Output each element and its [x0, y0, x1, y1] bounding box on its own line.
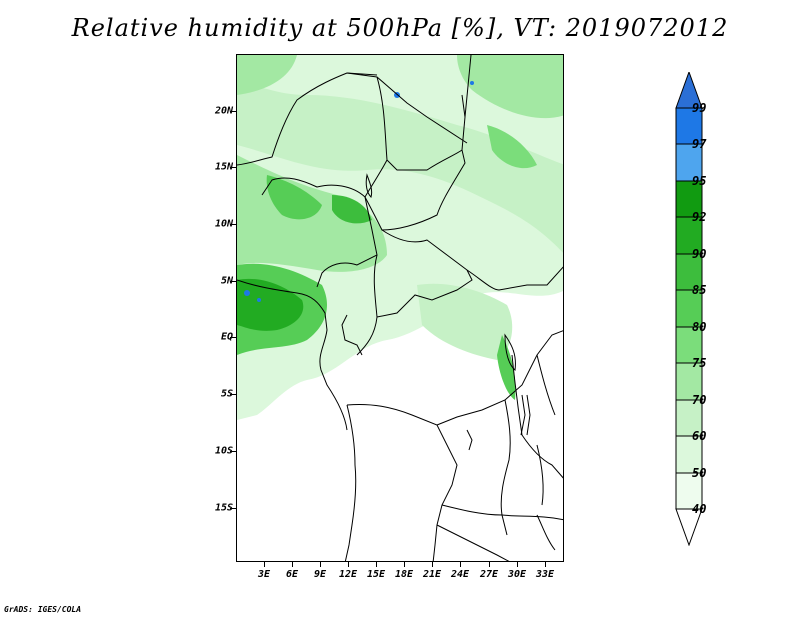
- colorbar-label-75: 75: [692, 356, 707, 370]
- lat-tick: [230, 224, 236, 225]
- lat-label-5n: 5N: [220, 275, 233, 287]
- lon-label-12e: 12E: [338, 569, 358, 580]
- colorbar-label-90: 90: [692, 247, 707, 261]
- lat-tick: [230, 281, 236, 282]
- lat-tick: [230, 167, 236, 168]
- colorbar-segment-60-70: [675, 399, 703, 437]
- lat-label-15n: 15N: [214, 161, 233, 173]
- colorbar-segment-95-97: [675, 143, 703, 182]
- colorbar-bottom-arrow: [675, 508, 703, 546]
- colorbar-label-85: 85: [692, 283, 707, 297]
- colorbar-segment-40-50: [675, 472, 703, 510]
- colorbar-segment-92-95: [675, 180, 703, 218]
- lakes: [365, 173, 544, 506]
- colorbar-label-50: 50: [692, 466, 707, 480]
- credit-text: GrADS: IGES/COLA: [4, 605, 82, 614]
- lon-label-21e: 21E: [422, 569, 442, 580]
- lon-label-15e: 15E: [366, 569, 386, 580]
- colorbar-label-60: 60: [692, 429, 707, 443]
- colorbar-label-80: 80: [692, 320, 707, 334]
- lat-tick: [230, 508, 236, 509]
- lat-label-20n: 20N: [214, 105, 233, 117]
- map-canvas: [237, 55, 563, 561]
- lon-label-18e: 18E: [394, 569, 414, 580]
- lon-label-9e: 9E: [313, 569, 327, 580]
- lon-label-6e: 6E: [285, 569, 299, 580]
- colorbar: [675, 72, 703, 546]
- colorbar-segment-80-85: [675, 289, 703, 328]
- lat-label-15s: 15S: [214, 502, 233, 514]
- lon-tick: [264, 562, 265, 567]
- colorbar-label-70: 70: [692, 393, 707, 407]
- lat-tick: [230, 451, 236, 452]
- lon-tick: [348, 562, 349, 567]
- colorbar-segment-70-75: [675, 362, 703, 401]
- lon-label-24e: 24E: [450, 569, 470, 580]
- lon-label-30e: 30E: [507, 569, 527, 580]
- lon-tick: [517, 562, 518, 567]
- lat-tick: [230, 337, 236, 338]
- colorbar-label-99: 99: [692, 101, 707, 115]
- lon-tick: [460, 562, 461, 567]
- lon-tick: [432, 562, 433, 567]
- lon-tick: [489, 562, 490, 567]
- lon-label-27e: 27E: [479, 569, 499, 580]
- lon-tick: [545, 562, 546, 567]
- chart-title: Relative humidity at 500hPa [%], VT: 201…: [71, 14, 729, 42]
- map-panel: [236, 54, 564, 562]
- lon-tick: [376, 562, 377, 567]
- lat-label-10n: 10N: [214, 218, 233, 230]
- lat-label-eq: EQ: [220, 331, 233, 343]
- lon-tick: [404, 562, 405, 567]
- colorbar-segment-97-99: [675, 107, 703, 145]
- colorbar-label-92: 92: [692, 210, 707, 224]
- lon-label-33e: 33E: [535, 569, 555, 580]
- colorbar-label-40: 40: [692, 502, 707, 516]
- lon-label-3e: 3E: [257, 569, 271, 580]
- colorbar-label-95: 95: [692, 174, 707, 188]
- colorbar-segment-85-90: [675, 253, 703, 291]
- lon-tick: [292, 562, 293, 567]
- lat-label-10s: 10S: [214, 445, 233, 457]
- lat-tick: [230, 111, 236, 112]
- country-borders: [237, 55, 563, 561]
- lat-tick: [230, 394, 236, 395]
- lat-label-5s: 5S: [220, 388, 233, 400]
- colorbar-segment-50-60: [675, 435, 703, 474]
- humidity-shading: [237, 55, 563, 420]
- lon-tick: [320, 562, 321, 567]
- colorbar-label-97: 97: [692, 137, 707, 151]
